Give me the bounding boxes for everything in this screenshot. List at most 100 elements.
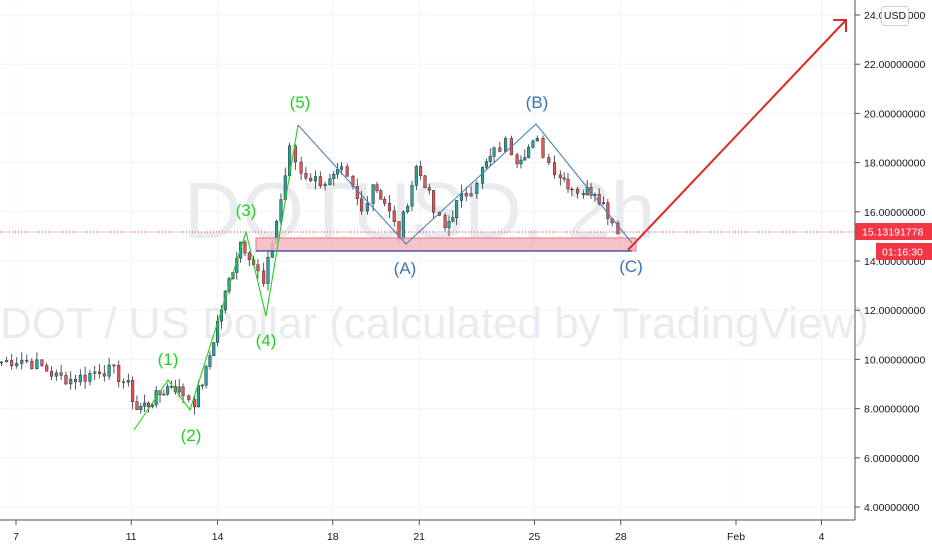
price-tick-label: 8.00000000 <box>864 404 920 416</box>
candle <box>383 196 387 207</box>
candle-body <box>447 220 451 229</box>
candle-body <box>49 371 54 377</box>
wave-label-3: (3) <box>236 201 257 220</box>
candle-body <box>45 365 49 372</box>
candle <box>247 251 251 267</box>
candle <box>212 342 216 357</box>
candle-body <box>25 359 29 362</box>
candle-body <box>256 264 260 272</box>
candle <box>328 173 332 186</box>
candle-body <box>419 166 423 176</box>
candle-body <box>401 211 405 240</box>
candle <box>193 395 197 415</box>
candle <box>262 262 266 287</box>
price-tick-label: 22.00000000 <box>864 59 925 71</box>
candle-body <box>566 178 570 190</box>
candle <box>107 357 111 380</box>
candle <box>131 376 135 410</box>
candle <box>488 148 492 167</box>
price-axis[interactable]: 24.0000000022.0000000020.0000000018.0000… <box>855 10 925 514</box>
candle-body <box>69 378 73 385</box>
time-tick-label: Feb <box>727 531 745 543</box>
candle <box>541 135 545 159</box>
projection-arrow[interactable] <box>627 19 847 251</box>
candle-body <box>193 399 197 408</box>
countdown-value: 01:16:30 <box>882 247 923 259</box>
candle <box>332 170 336 186</box>
candle-body <box>410 185 414 207</box>
wave-label-c: (C) <box>619 257 643 276</box>
current-price-value: 15.13191778 <box>862 227 923 239</box>
corrective-wave-lines[interactable] <box>297 123 633 245</box>
candle <box>135 395 139 411</box>
candle-body <box>371 184 375 204</box>
candle <box>35 352 39 370</box>
support-zone[interactable] <box>255 237 637 252</box>
candle-body <box>558 174 562 179</box>
candle-body <box>414 166 418 186</box>
candle <box>59 365 63 380</box>
candle <box>88 369 92 386</box>
candle-body <box>406 205 410 213</box>
candle <box>387 194 391 218</box>
candle <box>464 186 468 202</box>
candle <box>304 167 308 181</box>
candle-body <box>177 386 181 393</box>
time-tick-label: 25 <box>529 531 541 543</box>
candle <box>0 361 4 367</box>
candle-body <box>313 176 318 182</box>
candle-body <box>187 395 191 400</box>
candle-body <box>35 359 39 370</box>
candle-body <box>54 372 58 377</box>
candle-body <box>562 177 566 180</box>
candle <box>112 364 116 374</box>
candle-body <box>5 360 9 363</box>
wave-label-a: (A) <box>394 259 417 278</box>
candle-body <box>387 203 391 212</box>
candle-body <box>0 361 4 364</box>
candle <box>166 383 170 396</box>
candle <box>117 360 121 388</box>
candle <box>562 172 566 183</box>
candle-body <box>121 381 126 384</box>
candle-body <box>112 364 116 367</box>
candle <box>498 141 502 152</box>
grid <box>0 0 855 520</box>
candle <box>414 164 418 191</box>
candle <box>392 205 396 227</box>
time-tick-label: 28 <box>615 531 627 543</box>
candle <box>93 365 97 381</box>
watermark-description: DOT / US Dollar (calculated by TradingVi… <box>0 299 869 348</box>
time-tick-label: 7 <box>13 531 19 543</box>
candle-body <box>360 198 364 212</box>
candle <box>475 180 479 199</box>
candle-body <box>200 384 204 387</box>
price-tick-label: 6.00000000 <box>864 453 920 465</box>
candle-body <box>243 241 247 254</box>
candle <box>187 394 191 403</box>
candle <box>293 144 297 170</box>
candle <box>581 189 585 199</box>
candle <box>83 366 87 389</box>
impulse-wave-lines[interactable] <box>133 124 299 431</box>
candle-body <box>379 190 383 200</box>
candle <box>423 174 427 189</box>
candle-body <box>93 371 97 374</box>
candle <box>97 363 102 379</box>
candle <box>558 170 562 186</box>
time-axis[interactable]: 7 11 14 18 21 25 28 Feb 4 <box>13 520 825 543</box>
time-tick-label: 21 <box>413 531 425 543</box>
candle-body <box>309 177 313 182</box>
candle-body <box>126 380 130 383</box>
candle <box>576 186 580 199</box>
candle-body <box>383 199 387 204</box>
candle <box>54 369 58 381</box>
candle-body <box>455 200 459 218</box>
wave-label-b: (B) <box>526 93 549 112</box>
candle <box>527 144 531 159</box>
price-tick-label: 18.00000000 <box>864 158 925 170</box>
countdown-tag: 01:16:30 <box>876 243 932 260</box>
currency-badge[interactable]: USD <box>881 6 909 26</box>
